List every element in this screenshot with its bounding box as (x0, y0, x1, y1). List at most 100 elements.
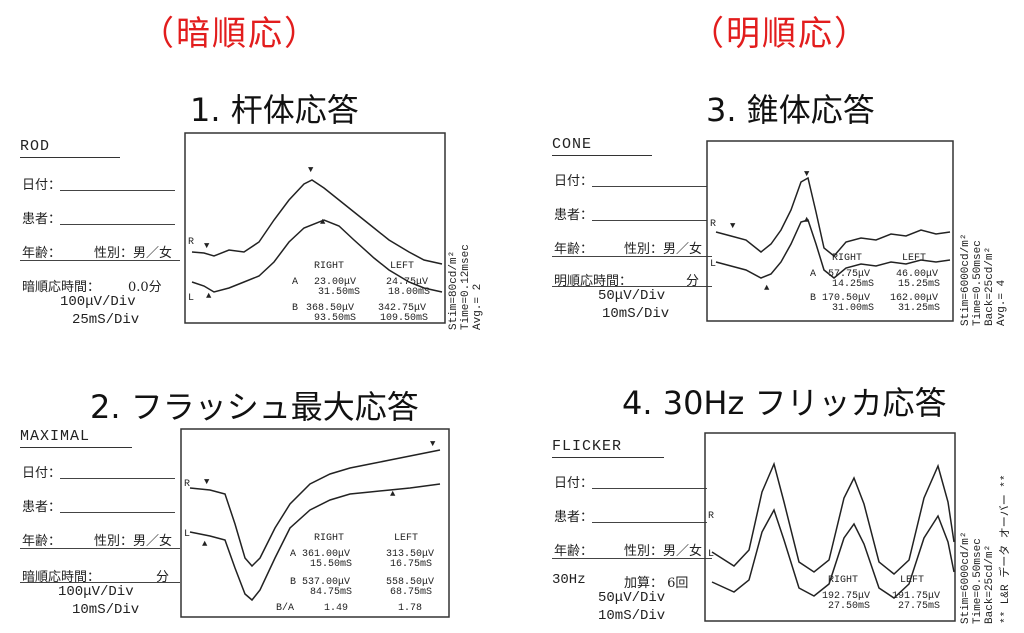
adaptation-time-value: 分 (686, 274, 700, 289)
age-line (20, 548, 180, 549)
row-a-left-time: 16.75mS (390, 559, 432, 570)
row-a-left-time: 15.25mS (898, 279, 940, 290)
series-label-r: R (184, 479, 190, 490)
time-info-rod: Time=0.12msec (460, 244, 472, 330)
row-b-left-amp: 558.50μV (386, 577, 434, 588)
row-b-left-amp: 342.75μV (378, 303, 426, 314)
left-amp: 191.75μV (892, 591, 940, 602)
patient-line (60, 224, 175, 225)
row-b-left-amp: 162.00μV (890, 293, 938, 304)
left-header: LEFT (902, 253, 926, 264)
row-a-right-amp: 361.00μV (302, 549, 350, 560)
stim-info-cone: Stim=6000cd/m² (960, 233, 972, 326)
marker-a-l: ▲ (764, 283, 770, 293)
trace-l (191, 219, 443, 293)
marker-b-l: ▲ (804, 215, 810, 225)
panel-title-maximal: 2. フラッシュ最大応答 (90, 388, 419, 426)
sex-label: 性別：男／女 (94, 246, 173, 261)
marker-a-l: ▲ (202, 539, 208, 549)
date-line (60, 478, 175, 479)
row-a-right-time: 14.25mS (832, 279, 874, 290)
left-header: LEFT (900, 575, 924, 586)
panel-title-flicker: 4. 30Hz フリッカ応答 (622, 384, 947, 422)
adaptation-time-value: 分 (156, 570, 170, 585)
series-label-r: R (708, 511, 714, 522)
row-a-label: A (292, 277, 298, 288)
patient-line (592, 220, 707, 221)
patient-line (60, 512, 175, 513)
trace-l (189, 483, 441, 602)
series-label-l: L (188, 293, 194, 304)
adaptation-line (552, 286, 712, 287)
marker-b-l: ▲ (390, 489, 396, 499)
row-a-right-amp: 57.75μV (828, 269, 870, 280)
time-scale: 10mS/Div (598, 608, 666, 624)
marker-a-r: ▼ (204, 477, 210, 487)
marker-a-r: ▼ (204, 241, 210, 251)
time-scale: 25mS/Div (72, 312, 140, 328)
avg-info-cone: Avg.= 4 (996, 279, 1008, 326)
adaptation-time-label: 暗順応時間： (22, 570, 101, 585)
row-a-left-amp: 313.50μV (386, 549, 434, 560)
maximal-label: MAXIMAL (20, 428, 132, 448)
panel-title-cone: 3. 錐体応答 (706, 91, 875, 129)
row-b-label: B (290, 577, 296, 588)
trace-r (711, 461, 955, 575)
row-b-left-time: 109.50mS (380, 313, 428, 324)
right-header: RIGHT (828, 575, 858, 586)
date-label: 日付： (554, 174, 594, 189)
row-b-right-time: 31.00mS (832, 303, 874, 314)
adaptation-time-value: 0.0分 (128, 280, 162, 295)
marker-b-r: ▼ (804, 169, 810, 179)
trace-r (189, 449, 441, 568)
back-info-flicker: Back=25cd/m² (984, 544, 996, 624)
chart-frame (180, 428, 450, 618)
amplitude-scale: 50μV/Div (598, 590, 666, 606)
date-line (592, 488, 707, 489)
age-label: 年齢： (554, 544, 594, 559)
adaptation-time-label: 明順応時間： (554, 274, 633, 289)
left-time: 27.75mS (898, 601, 940, 612)
row-b-right-amp: 170.50μV (822, 293, 870, 304)
row-b-left-time: 31.25mS (898, 303, 940, 314)
trace-r (191, 179, 443, 265)
marker-a-l: ▲ (206, 291, 212, 301)
flicker-label: FLICKER (552, 438, 664, 458)
amplitude-scale: 100μV/Div (60, 294, 136, 310)
series-label-l: L (710, 259, 716, 270)
frequency-label: 30Hz (552, 572, 586, 588)
row-a-left-time: 18.00mS (388, 287, 430, 298)
patient-label: 患者： (554, 208, 594, 223)
age-line (20, 260, 180, 261)
row-a-left-amp: 24.75μV (386, 277, 428, 288)
marker-b-r: ▼ (308, 165, 314, 175)
row-a-label: A (290, 549, 296, 560)
marker-a-r: ▼ (730, 221, 736, 231)
time-scale: 10mS/Div (602, 306, 670, 322)
age-label: 年齢： (22, 246, 62, 261)
date-label: 日付： (22, 466, 62, 481)
right-header: RIGHT (314, 533, 344, 544)
sex-label: 性別：男／女 (94, 534, 173, 549)
date-line (60, 190, 175, 191)
row-b-right-time: 84.75mS (310, 587, 352, 598)
trace-l (715, 219, 951, 279)
row-b-label: B (810, 293, 816, 304)
patient-label: 患者： (554, 510, 594, 525)
date-line (592, 186, 707, 187)
row-a-left-amp: 46.00μV (896, 269, 938, 280)
row-ratio-left: 1.78 (398, 603, 422, 614)
left-header: LEFT (390, 261, 414, 272)
patient-label: 患者： (22, 212, 62, 227)
sex-label: 性別：男／女 (624, 544, 703, 559)
trace-l (711, 508, 955, 599)
row-b-right-time: 93.50mS (314, 313, 356, 324)
patient-label: 患者： (22, 500, 62, 515)
row-a-right-amp: 23.00μV (314, 277, 356, 288)
date-label: 日付： (554, 476, 594, 491)
age-line (552, 558, 712, 559)
right-header: RIGHT (314, 261, 344, 272)
rod-chart: R L ▼ ▲ ▼ ▲ RIGHT LEFT A 23.00μV 31.50mS… (184, 132, 446, 324)
right-header: RIGHT (832, 253, 862, 264)
flicker-chart: R L RIGHT LEFT 192.75μV 27.50mS 191.75μV… (704, 432, 956, 622)
